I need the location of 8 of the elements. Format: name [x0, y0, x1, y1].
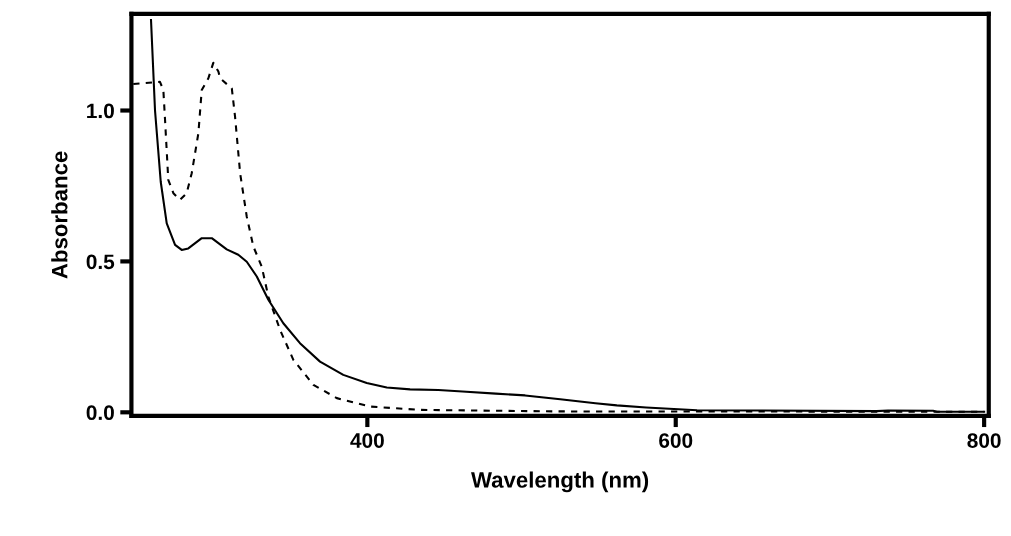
x-tick-label: 400 [350, 433, 384, 448]
x-axis-title: Wavelength (nm) [471, 471, 649, 493]
y-tick-label: 0.5 [86, 254, 115, 270]
y-axis-title: Absorbance [51, 151, 68, 279]
y-tick-label: 1.0 [87, 103, 114, 119]
x-tick-label: 600 [659, 433, 693, 448]
y-tick-label: 0.0 [86, 405, 114, 421]
x-tick-label: 800 [967, 433, 1001, 448]
